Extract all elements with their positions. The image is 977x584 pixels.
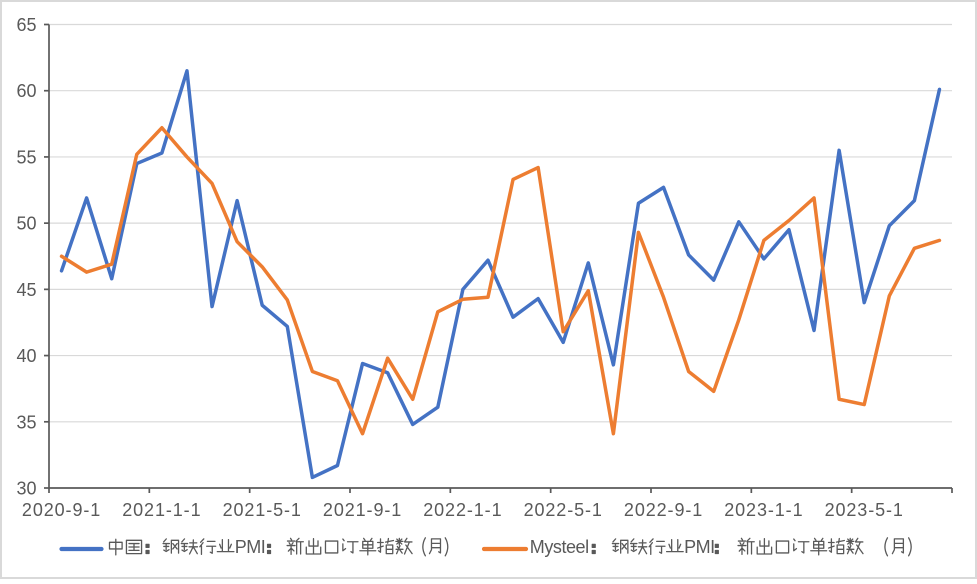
svg-text:2022-5-1: 2022-5-1: [524, 500, 603, 520]
svg-text:2022-9-1: 2022-9-1: [624, 500, 703, 520]
svg-text:35: 35: [16, 412, 36, 432]
svg-text:PMI: PMI: [684, 537, 715, 557]
svg-text:40: 40: [16, 346, 36, 366]
svg-text:45: 45: [16, 280, 36, 300]
svg-text:2022-1-1: 2022-1-1: [423, 500, 502, 520]
svg-text:2021-5-1: 2021-5-1: [223, 500, 302, 520]
svg-text:65: 65: [16, 15, 36, 35]
svg-text:2023-5-1: 2023-5-1: [825, 500, 904, 520]
svg-text:50: 50: [16, 214, 36, 234]
svg-text:Mysteel: Mysteel: [530, 537, 589, 557]
svg-text:PMI: PMI: [235, 537, 266, 557]
svg-text:60: 60: [16, 81, 36, 101]
svg-text:55: 55: [16, 147, 36, 167]
svg-text:2020-9-1: 2020-9-1: [22, 500, 101, 520]
svg-text:2021-9-1: 2021-9-1: [323, 500, 402, 520]
svg-text:2021-1-1: 2021-1-1: [122, 500, 201, 520]
svg-text:30: 30: [16, 479, 36, 499]
svg-text:2023-1-1: 2023-1-1: [724, 500, 803, 520]
